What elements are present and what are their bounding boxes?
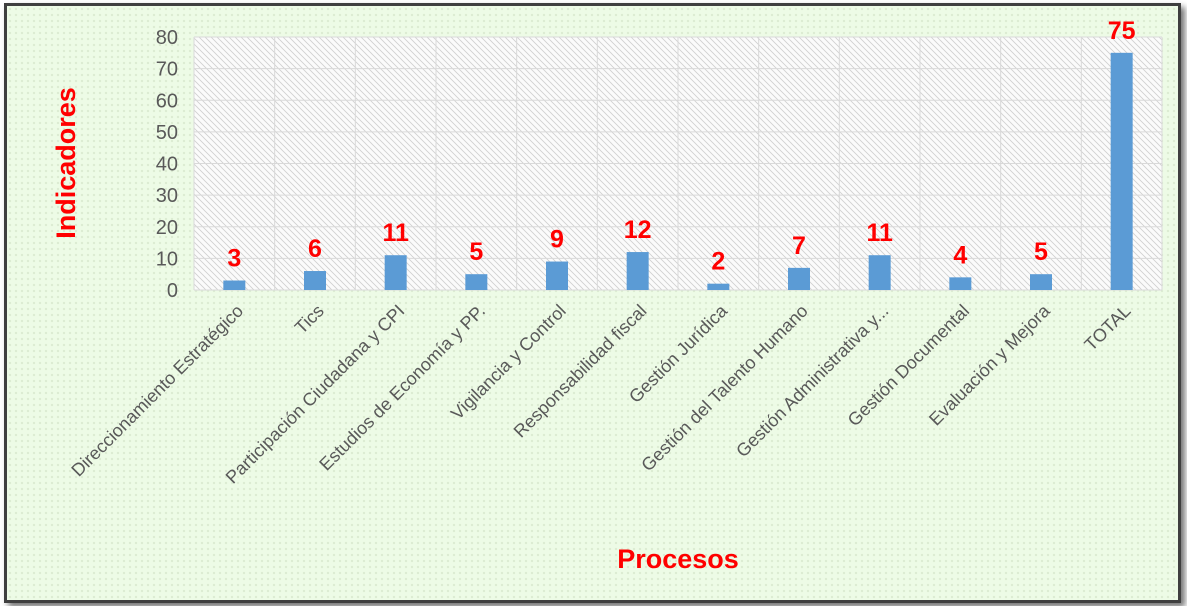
bar [465,274,488,290]
x-tick-label: Estudios de Economía y PP. [315,301,489,475]
y-tick-label: 10 [156,248,178,270]
data-label: 2 [711,248,725,276]
bar [626,252,649,290]
x-tick-label: Tics [291,301,328,338]
y-axis-title: Indicadores [51,87,81,239]
bar [223,280,246,290]
bar [1030,274,1052,290]
x-tick-label: Gestión Administrativa y... [732,301,892,461]
x-tick-label: TOTAL [1081,301,1135,355]
y-tick-label: 0 [167,280,178,302]
data-label: 75 [1108,17,1136,45]
data-label: 12 [624,216,652,244]
bar [546,261,568,290]
y-tick-label: 50 [156,122,178,144]
y-tick-label: 30 [156,185,178,207]
y-tick-label: 20 [156,217,178,239]
bar [707,283,730,290]
x-axis-title: Procesos [617,544,739,574]
bars [223,52,1133,290]
data-label: 11 [382,219,409,247]
bar [868,255,891,290]
y-tick-label: 60 [156,90,178,112]
data-label: 3 [227,245,241,273]
gridlines [193,36,1163,291]
data-label: 4 [953,241,967,269]
bar [949,277,972,290]
bar [384,255,407,290]
data-labels: 3 6 11 5 9 12 2 7 11 4 5 75 [227,17,1135,276]
x-axis-ticks: Direccionamiento Estratégico TicsParticip… [67,300,1134,487]
data-label: 5 [1034,238,1048,266]
data-label: 11 [866,219,893,247]
x-tick-label: Responsabilidad fiscal [510,301,651,442]
data-label: 6 [308,235,322,263]
y-tick-label: 80 [156,27,178,49]
bar [788,267,810,290]
data-label: 5 [469,238,483,266]
bar [304,271,326,290]
x-tick-label: Direccionamiento Estratégico [67,301,247,481]
y-axis-ticks: 0 10 20 30 40 50 60 70 80 [156,27,178,302]
x-tick-label: Gestión del Talento Humano [637,301,812,476]
y-tick-label: 70 [156,59,178,81]
data-label: 7 [792,232,806,260]
bar [1110,52,1133,290]
data-label: 9 [550,226,564,254]
y-tick-label: 40 [156,154,178,176]
